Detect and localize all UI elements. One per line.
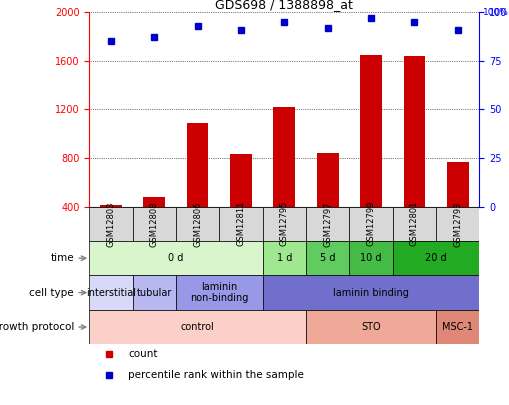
- Bar: [176, 275, 262, 310]
- Text: 5 d: 5 d: [319, 253, 335, 263]
- Text: STO: STO: [360, 322, 380, 332]
- Text: GSM12799: GSM12799: [366, 201, 375, 247]
- Bar: [262, 275, 478, 310]
- Text: 10 d: 10 d: [359, 253, 381, 263]
- Text: interstitial: interstitial: [86, 288, 136, 298]
- Bar: [262, 241, 305, 275]
- Text: GSM12797: GSM12797: [323, 201, 331, 247]
- Text: laminin
non-binding: laminin non-binding: [190, 282, 248, 303]
- Bar: [435, 310, 478, 344]
- Bar: [219, 207, 262, 241]
- Bar: [446, 162, 468, 255]
- Bar: [132, 207, 176, 241]
- Bar: [359, 55, 381, 255]
- Text: GSM12811: GSM12811: [236, 201, 245, 247]
- Title: GDS698 / 1388898_at: GDS698 / 1388898_at: [215, 0, 353, 11]
- Bar: [262, 207, 305, 241]
- Bar: [132, 275, 176, 310]
- Bar: [305, 207, 349, 241]
- Text: GSM12795: GSM12795: [279, 201, 288, 247]
- Bar: [230, 154, 251, 255]
- Bar: [349, 207, 392, 241]
- Text: GSM12801: GSM12801: [409, 201, 418, 247]
- Text: tubular: tubular: [136, 288, 172, 298]
- Text: cell type: cell type: [30, 288, 74, 298]
- Bar: [186, 123, 208, 255]
- Text: GSM12806: GSM12806: [193, 201, 202, 247]
- Text: MSC-1: MSC-1: [441, 322, 472, 332]
- Text: percentile rank within the sample: percentile rank within the sample: [128, 370, 303, 379]
- Bar: [89, 275, 132, 310]
- Text: 20 d: 20 d: [425, 253, 446, 263]
- Text: 1 d: 1 d: [276, 253, 292, 263]
- Bar: [273, 107, 295, 255]
- Text: time: time: [50, 253, 74, 263]
- Text: 0 d: 0 d: [168, 253, 183, 263]
- Text: control: control: [180, 322, 214, 332]
- Bar: [305, 310, 435, 344]
- Text: GSM12803: GSM12803: [106, 201, 115, 247]
- Bar: [176, 207, 219, 241]
- Bar: [349, 241, 392, 275]
- Bar: [392, 207, 435, 241]
- Bar: [316, 153, 338, 255]
- Text: laminin binding: laminin binding: [332, 288, 408, 298]
- Bar: [89, 310, 305, 344]
- Bar: [143, 197, 165, 255]
- Bar: [403, 56, 425, 255]
- Bar: [100, 205, 122, 255]
- Text: GSM12793: GSM12793: [453, 201, 461, 247]
- Bar: [89, 241, 262, 275]
- Text: count: count: [128, 350, 157, 359]
- Bar: [435, 207, 478, 241]
- Text: growth protocol: growth protocol: [0, 322, 74, 332]
- Bar: [305, 241, 349, 275]
- Bar: [89, 207, 132, 241]
- Bar: [392, 241, 478, 275]
- Text: GSM12808: GSM12808: [150, 201, 158, 247]
- Text: 100%: 100%: [483, 8, 508, 17]
